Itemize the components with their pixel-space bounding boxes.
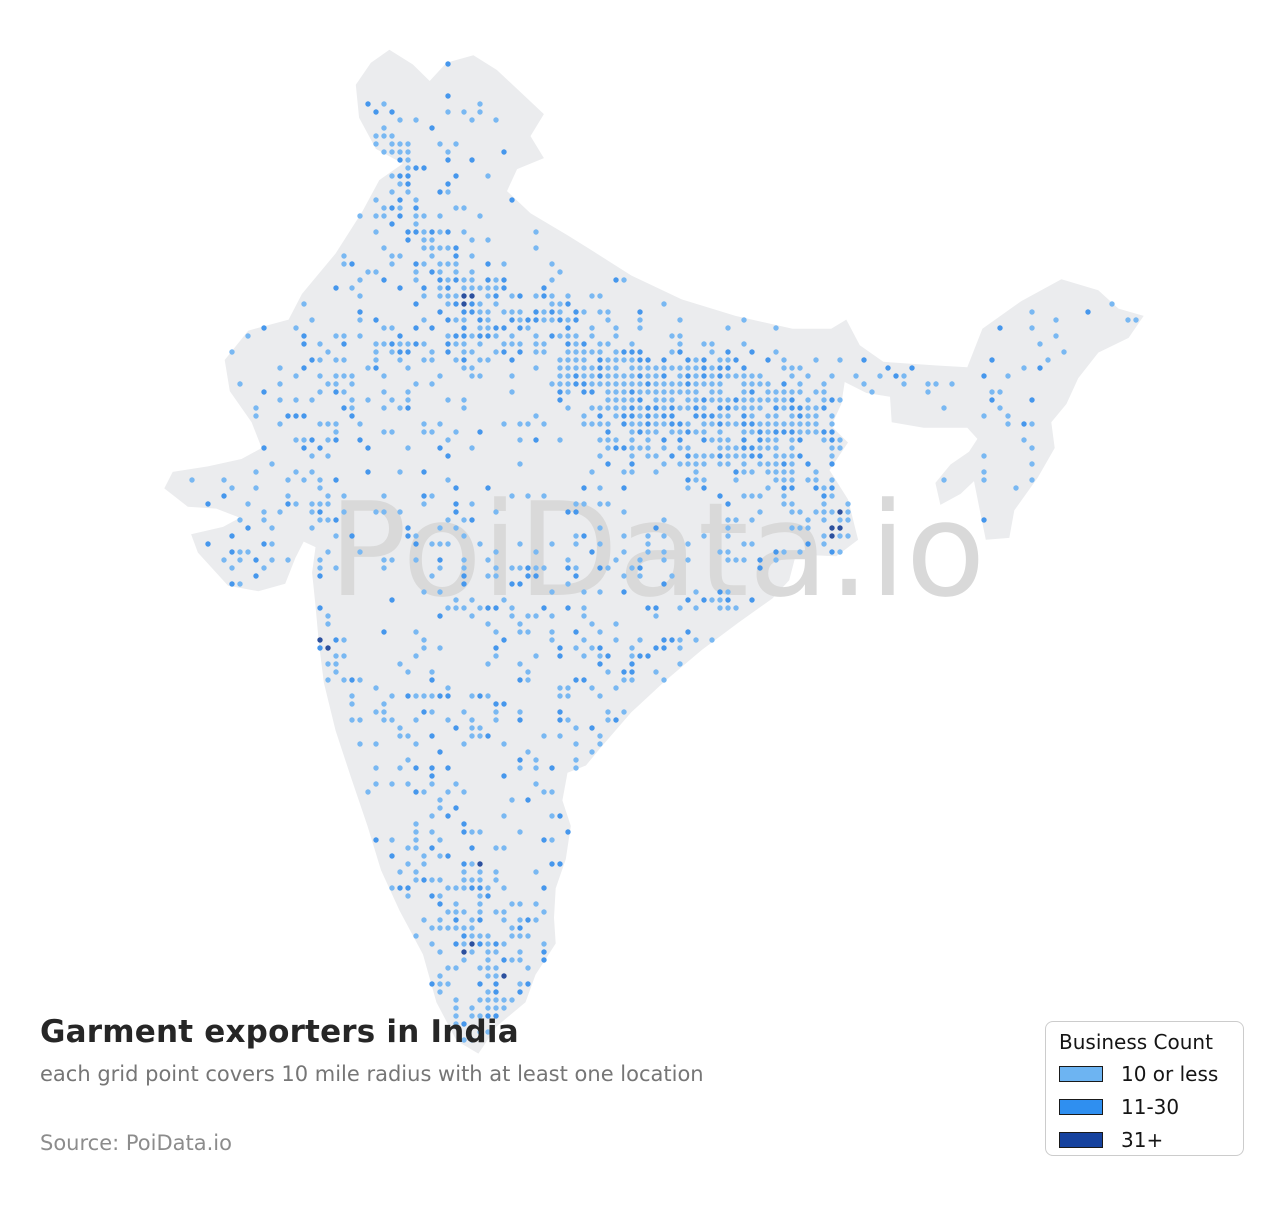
legend-swatch-2 — [1059, 1132, 1103, 1148]
watermark-text: PoiData.io — [329, 474, 986, 626]
legend-item-1: 11-30 — [1059, 1095, 1231, 1119]
legend-label-0: 10 or less — [1121, 1062, 1219, 1086]
source-note: Source: PoiData.io — [40, 1131, 232, 1155]
dot-grid — [189, 61, 1139, 1043]
india-silhouette — [164, 49, 1144, 1054]
legend-title: Business Count — [1059, 1030, 1213, 1054]
legend-swatch-0 — [1059, 1066, 1103, 1082]
legend: Business Count 10 or less 11-30 31+ — [1045, 1021, 1244, 1156]
chart-title: Garment exporters in India — [40, 1014, 519, 1050]
legend-label-1: 11-30 — [1121, 1095, 1180, 1119]
legend-items: 10 or less 11-30 31+ — [1059, 1062, 1231, 1152]
legend-item-0: 10 or less — [1059, 1062, 1231, 1086]
chart-subtitle: each grid point covers 10 mile radius wi… — [40, 1062, 704, 1086]
legend-label-2: 31+ — [1121, 1128, 1164, 1152]
legend-item-2: 31+ — [1059, 1128, 1231, 1152]
legend-swatch-1 — [1059, 1099, 1103, 1115]
